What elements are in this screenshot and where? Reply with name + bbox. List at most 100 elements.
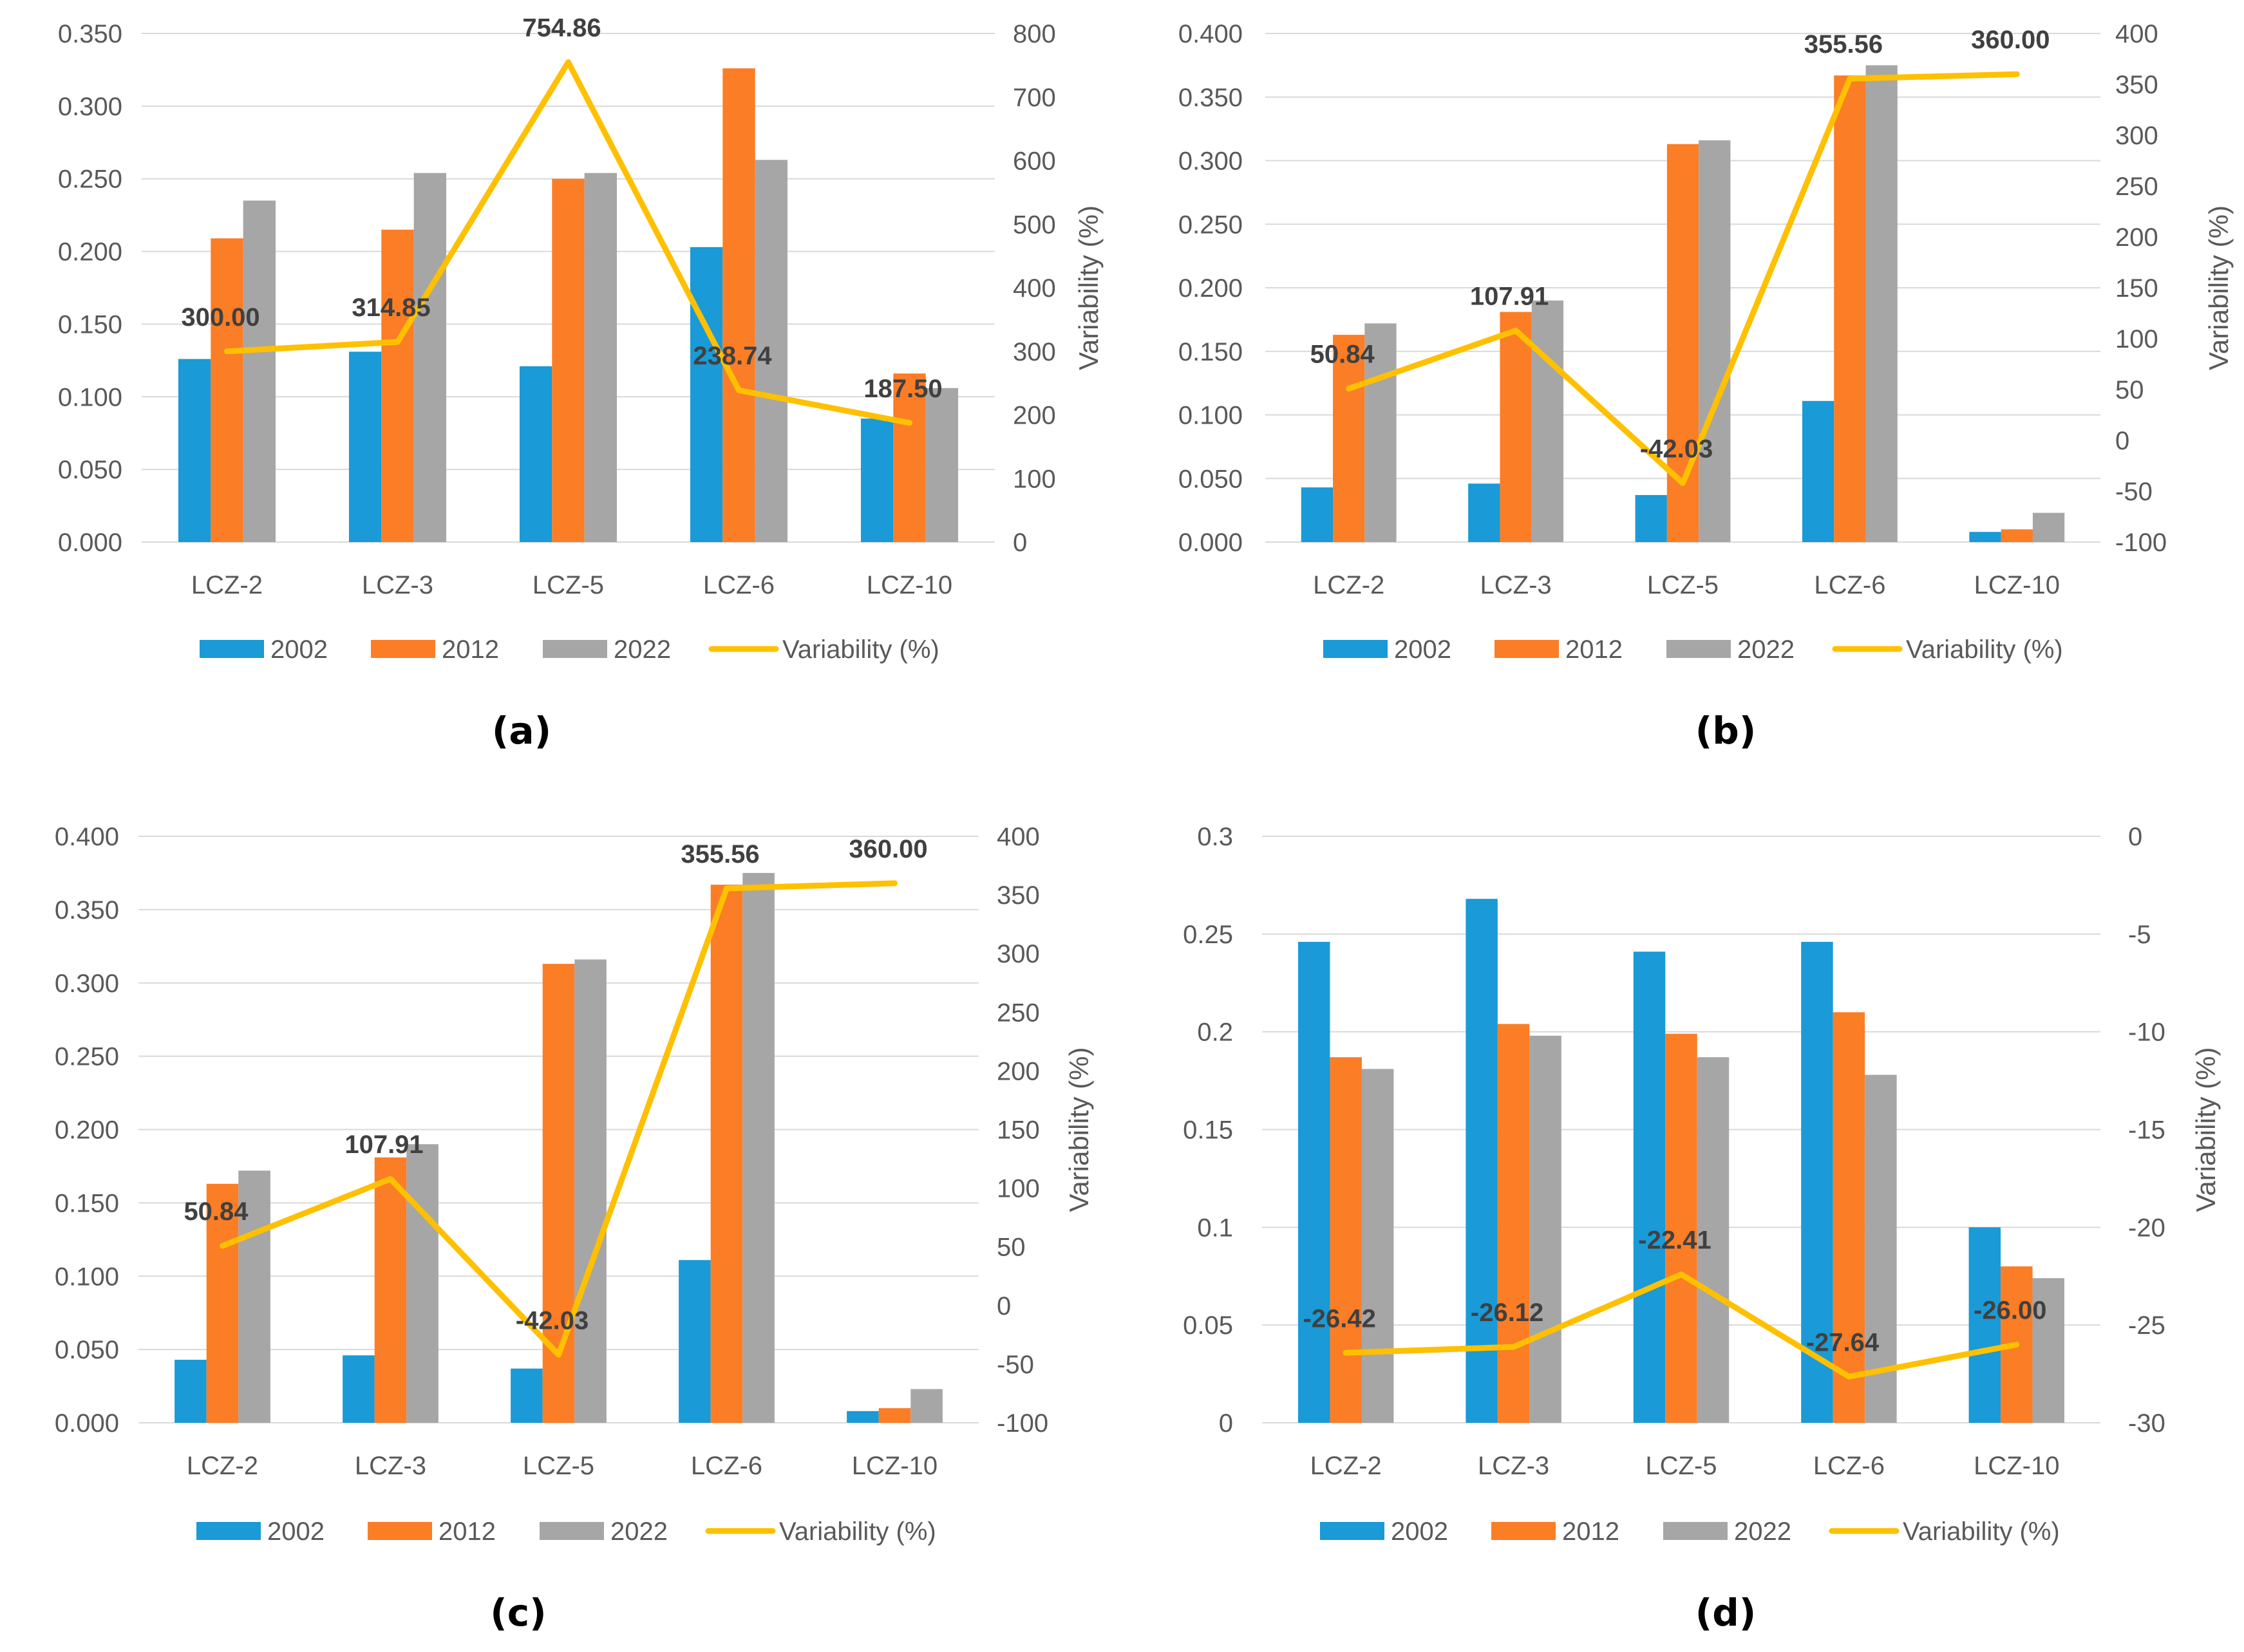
y-tick-label: 0.200: [1178, 274, 1243, 303]
bar-2022-lcz-6: [1865, 65, 1898, 542]
y-tick-label: 0.000: [1178, 529, 1243, 557]
bar-2022-lcz-2: [243, 200, 276, 543]
bar-2002-lcz-3: [348, 352, 382, 542]
x-tick-label: LCZ-6: [1813, 1452, 1885, 1480]
y-tick-label: 0.050: [58, 456, 122, 484]
panel-caption: (d): [1695, 1591, 1757, 1635]
bar-2022-lcz-2: [1364, 323, 1397, 542]
bar-2022-lcz-10: [925, 388, 959, 542]
bar-2002-lcz-10: [1969, 532, 2001, 542]
bar-2012-lcz-2: [1330, 1057, 1362, 1423]
y-tick-label: 0.050: [55, 1336, 119, 1364]
y-tick-label: 0.400: [55, 823, 119, 851]
y2-axis-title: Variability (%): [2203, 205, 2234, 370]
bar-2012-lcz-5: [552, 178, 585, 542]
legend-label: 2002: [1394, 635, 1451, 664]
y-tick-label: 0.250: [55, 1043, 119, 1071]
bar-2002-lcz-6: [1801, 941, 1833, 1423]
y-tick-label: 0.3: [1197, 823, 1233, 851]
variability-data-label: 360.00: [1971, 26, 2050, 54]
y-tick-label: 0.200: [58, 238, 122, 267]
bar-2002-lcz-2: [174, 1360, 207, 1423]
variability-data-label: 187.50: [863, 375, 942, 403]
bar-2022-lcz-2: [238, 1170, 270, 1423]
legend-swatch-2002: [196, 1522, 261, 1540]
legend-label: 2002: [267, 1517, 325, 1546]
y2-tick-label: 0: [1013, 529, 1027, 557]
variability-data-label: -22.41: [1638, 1226, 1711, 1255]
y2-tick-label: 0: [2128, 823, 2142, 851]
y2-tick-label: 200: [2115, 223, 2158, 252]
bar-2002-lcz-2: [1297, 941, 1330, 1423]
variability-data-label: -42.03: [516, 1306, 589, 1335]
y-tick-label: 0.350: [58, 20, 122, 48]
y2-axis-title: Variability (%): [1073, 205, 1104, 370]
y-tick-label: 0.150: [58, 310, 122, 339]
y-tick-label: 0.1: [1197, 1214, 1233, 1242]
bar-2012-lcz-10: [2001, 529, 2033, 542]
legend-label: 2022: [610, 1517, 668, 1546]
y-tick-label: 0.350: [55, 896, 119, 925]
y2-tick-label: 600: [1013, 147, 1056, 176]
y2-tick-label: 100: [1013, 465, 1056, 493]
variability-data-label: 360.00: [849, 835, 927, 863]
bar-2022-lcz-3: [1529, 1035, 1561, 1423]
y2-tick-label: 100: [2115, 325, 2158, 353]
bar-2012-lcz-6: [710, 885, 743, 1423]
y-tick-label: 0.300: [1178, 147, 1243, 176]
y-tick-label: 0.150: [1178, 338, 1243, 366]
bar-2002-lcz-6: [679, 1260, 711, 1423]
variability-data-label: 314.85: [352, 294, 430, 322]
y2-tick-label: 150: [997, 1116, 1040, 1145]
bar-2022-lcz-10: [2032, 512, 2065, 542]
bar-2012-lcz-5: [1665, 1033, 1697, 1423]
legend-label: Variability (%): [1903, 1517, 2060, 1546]
legend-swatch-2002: [1320, 1522, 1384, 1540]
variability-line: [1343, 1272, 2020, 1380]
variability-data-label: -26.00: [1974, 1297, 2046, 1325]
x-tick-label: LCZ-3: [1480, 571, 1552, 599]
bar-2012-lcz-2: [1333, 335, 1365, 542]
y2-tick-label: 250: [997, 999, 1040, 1027]
bar-2002-lcz-10: [860, 418, 894, 542]
y2-tick-label: 0: [997, 1292, 1011, 1320]
x-tick-label: LCZ-3: [1478, 1452, 1549, 1480]
y2-tick-label: 350: [997, 881, 1040, 910]
bar-2002-lcz-5: [519, 366, 552, 542]
y-tick-label: 0.000: [55, 1409, 119, 1438]
variability-data-label: -26.42: [1303, 1304, 1375, 1333]
y-tick-label: 0.15: [1183, 1116, 1233, 1145]
bar-2002-lcz-2: [178, 359, 211, 542]
legend-swatch-2022: [540, 1522, 604, 1540]
y-tick-label: 0.300: [58, 93, 122, 121]
legend-label: 2012: [438, 1517, 496, 1546]
bar-2002-lcz-5: [1635, 494, 1667, 542]
x-tick-label: LCZ-2: [187, 1452, 258, 1480]
legend-label: 2022: [614, 635, 671, 664]
y2-tick-label: 400: [1013, 274, 1056, 303]
y-tick-label: 0.200: [55, 1116, 119, 1145]
x-tick-label: LCZ-2: [1313, 571, 1384, 599]
panel-caption: (c): [490, 1591, 546, 1635]
x-tick-label: LCZ-2: [1310, 1452, 1382, 1480]
y2-tick-label: -50: [2115, 478, 2153, 506]
y2-tick-label: -5: [2128, 921, 2151, 949]
y-tick-label: 0.100: [58, 383, 122, 411]
legend-label: 2002: [1391, 1517, 1448, 1546]
y2-axis-title: Variability (%): [1064, 1047, 1094, 1212]
y-tick-label: 0.050: [1178, 465, 1243, 493]
bar-2012-lcz-3: [381, 229, 414, 542]
bar-2002-lcz-2: [1301, 487, 1334, 542]
legend-label: 2012: [442, 635, 499, 664]
x-tick-label: LCZ-5: [1647, 571, 1719, 599]
variability-data-label: 300.00: [181, 303, 259, 332]
y2-tick-label: -30: [2128, 1409, 2165, 1438]
bar-2012-lcz-6: [1833, 1012, 1865, 1423]
legend-label: Variability (%): [1906, 635, 2063, 664]
bar-2022-lcz-5: [584, 173, 618, 543]
y-tick-label: 0.05: [1183, 1311, 1233, 1340]
legend-swatch-2012: [1491, 1522, 1556, 1540]
y2-tick-label: -25: [2128, 1311, 2165, 1340]
bar-2022-lcz-6: [755, 160, 788, 542]
y-tick-label: 0.100: [1178, 402, 1243, 430]
